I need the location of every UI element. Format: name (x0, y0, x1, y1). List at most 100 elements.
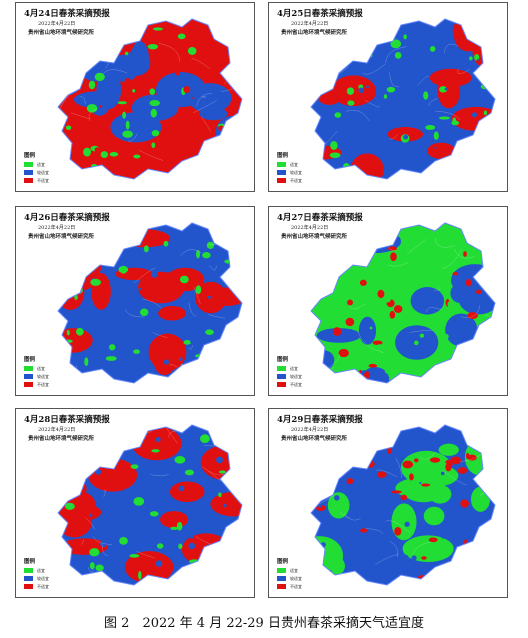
county-boundary (385, 520, 411, 534)
region-unsuitable (192, 96, 195, 100)
region-suitable (200, 434, 210, 444)
legend-swatch (24, 568, 33, 573)
region-suitable (218, 492, 222, 498)
region-less_suitable (475, 569, 480, 574)
legend-swatch (277, 568, 286, 573)
legend-swatch (24, 178, 33, 183)
region-suitable (184, 469, 195, 476)
region-less_suitable (444, 87, 448, 91)
region-suitable (414, 340, 419, 346)
county-boundary (136, 550, 155, 559)
region-unsuitable (481, 327, 489, 335)
county-boundary (343, 512, 361, 521)
region-suitable (143, 245, 149, 253)
forecast-panel: 4月27日春茶采摘预报 2022年4月22日 贵州省山地环境气候研究所 图例 适宜 较适宜… (268, 206, 508, 396)
region-suitable (76, 327, 84, 336)
region-suitable (176, 521, 183, 531)
region-suitable (117, 101, 127, 105)
region-less_suitable (220, 315, 226, 321)
region-unsuitable (387, 447, 392, 455)
province-border (57, 424, 243, 586)
region-less_suitable (125, 501, 133, 509)
legend-label: 适宜 (290, 161, 298, 167)
region-less_suitable (122, 50, 151, 76)
panel-issue-date: 2022年4月22日 (291, 427, 329, 433)
region-suitable (129, 554, 140, 558)
region-less_suitable (127, 257, 131, 261)
county-boundary (84, 517, 95, 530)
region-suitable (149, 100, 161, 107)
region-suitable (329, 152, 341, 159)
county-boundary (362, 63, 386, 75)
county-boundary (193, 286, 201, 305)
region-less_suitable (93, 318, 97, 322)
guizhou-map (57, 18, 243, 180)
region-unsuitable (124, 78, 132, 85)
region-suitable (345, 43, 354, 47)
region-suitable (327, 492, 350, 519)
county-boundary (125, 309, 145, 318)
region-suitable (480, 36, 485, 44)
region-suitable (152, 27, 163, 31)
region-unsuitable (461, 154, 495, 174)
legend-label: 较适宜 (37, 169, 49, 175)
guizhou-map (310, 18, 496, 180)
region-suitable (228, 556, 236, 560)
county-boundary (127, 133, 138, 142)
region-suitable (446, 289, 451, 295)
region-less_suitable (381, 34, 385, 38)
region-unsuitable (372, 340, 383, 346)
county-boundary (188, 302, 197, 317)
region-unsuitable (429, 457, 441, 463)
region-unsuitable (469, 545, 481, 549)
region-unsuitable (350, 153, 384, 179)
region-less_suitable (155, 436, 161, 442)
legend-label: 适宜 (290, 365, 298, 371)
county-boundary (88, 108, 98, 121)
region-less_suitable (389, 558, 395, 563)
region-unsuitable (153, 343, 176, 376)
county-boundary (138, 149, 164, 161)
county-boundary (222, 425, 231, 434)
county-boundary (443, 43, 458, 54)
county-boundary (150, 474, 169, 477)
county-boundary (193, 100, 217, 114)
region-suitable (376, 344, 383, 351)
region-less_suitable (366, 85, 369, 89)
region-suitable (120, 265, 128, 274)
region-suitable (391, 503, 417, 541)
region-suitable (86, 103, 98, 113)
region-less_suitable (73, 91, 119, 108)
region-suitable (394, 52, 402, 59)
region-less_suitable (99, 310, 105, 316)
region-suitable (425, 125, 436, 130)
county-boundary (443, 571, 453, 574)
county-boundary (88, 452, 105, 462)
county-boundary (433, 288, 441, 291)
county-boundary (357, 331, 377, 351)
map-legend: 图例 适宜 较适宜 不适宜 (277, 557, 337, 591)
legend-swatch (277, 170, 286, 175)
region-unsuitable (484, 254, 489, 261)
region-unsuitable (485, 544, 493, 552)
region-suitable (115, 435, 123, 442)
region-less_suitable (80, 448, 85, 453)
region-suitable (347, 100, 355, 106)
region-less_suitable (231, 238, 236, 243)
region-suitable (179, 275, 189, 284)
region-unsuitable (467, 312, 478, 319)
region-unsuitable (374, 435, 384, 439)
county-boundary (364, 99, 380, 108)
region-unsuitable (118, 229, 171, 248)
region-unsuitable (358, 236, 365, 242)
region-less_suitable (404, 521, 410, 527)
region-suitable (206, 241, 215, 249)
region-unsuitable (465, 278, 472, 287)
region-less_suitable (146, 493, 151, 497)
region-suitable (480, 83, 490, 90)
region-suitable (150, 108, 157, 118)
region-unsuitable (149, 68, 153, 73)
region-suitable (74, 294, 78, 300)
region-less_suitable (334, 495, 340, 501)
forecast-panel: 4月29日春茶采摘预报 2022年4月22日 贵州省山地环境气候研究所 图例 适宜 较适宜… (268, 408, 508, 598)
